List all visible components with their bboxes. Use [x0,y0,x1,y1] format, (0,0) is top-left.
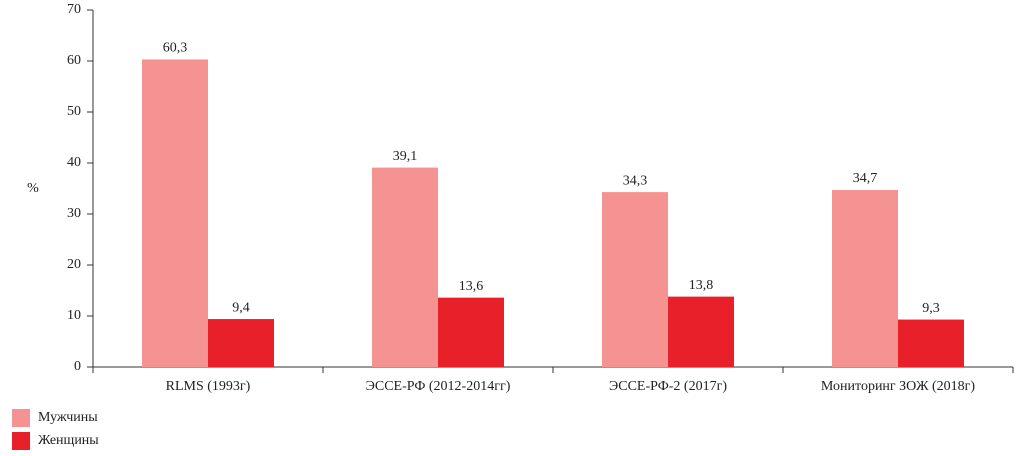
bar [898,319,964,367]
x-tick-label: ЭССЕ-РФ (2012-2014гг) [366,379,511,394]
y-tick-label: 10 [67,308,81,323]
bar [372,167,438,367]
x-tick-label: RLMS (1993г) [166,379,251,394]
x-tick-label: Мониторинг ЗОЖ (2018г) [821,379,975,394]
bar [438,297,504,367]
y-tick-label: 40 [67,155,81,170]
bar [832,190,898,367]
y-tick-label: 70 [67,2,81,17]
y-tick-label: 50 [67,104,81,119]
bar [208,319,274,367]
value-label: 39,1 [393,149,418,164]
x-tick-label: ЭССЕ-РФ-2 (2017г) [609,379,727,394]
value-label: 13,8 [689,278,714,293]
bar [142,59,208,367]
y-tick-label: 0 [74,359,81,374]
bar [602,192,668,367]
y-tick-label: 20 [67,257,81,272]
value-label: 60,3 [163,41,188,56]
legend-swatch [12,409,30,427]
y-axis-label: % [27,181,39,196]
bar [668,296,734,367]
value-label: 34,3 [623,173,648,188]
legend-label: Женщины [38,433,99,448]
value-label: 9,3 [922,301,940,316]
legend-label: Мужчины [38,410,98,425]
value-label: 9,4 [232,300,250,315]
y-tick-label: 60 [67,53,81,68]
legend-swatch [12,432,30,450]
value-label: 34,7 [853,171,878,186]
value-label: 13,6 [459,279,484,294]
y-tick-label: 30 [67,206,81,221]
